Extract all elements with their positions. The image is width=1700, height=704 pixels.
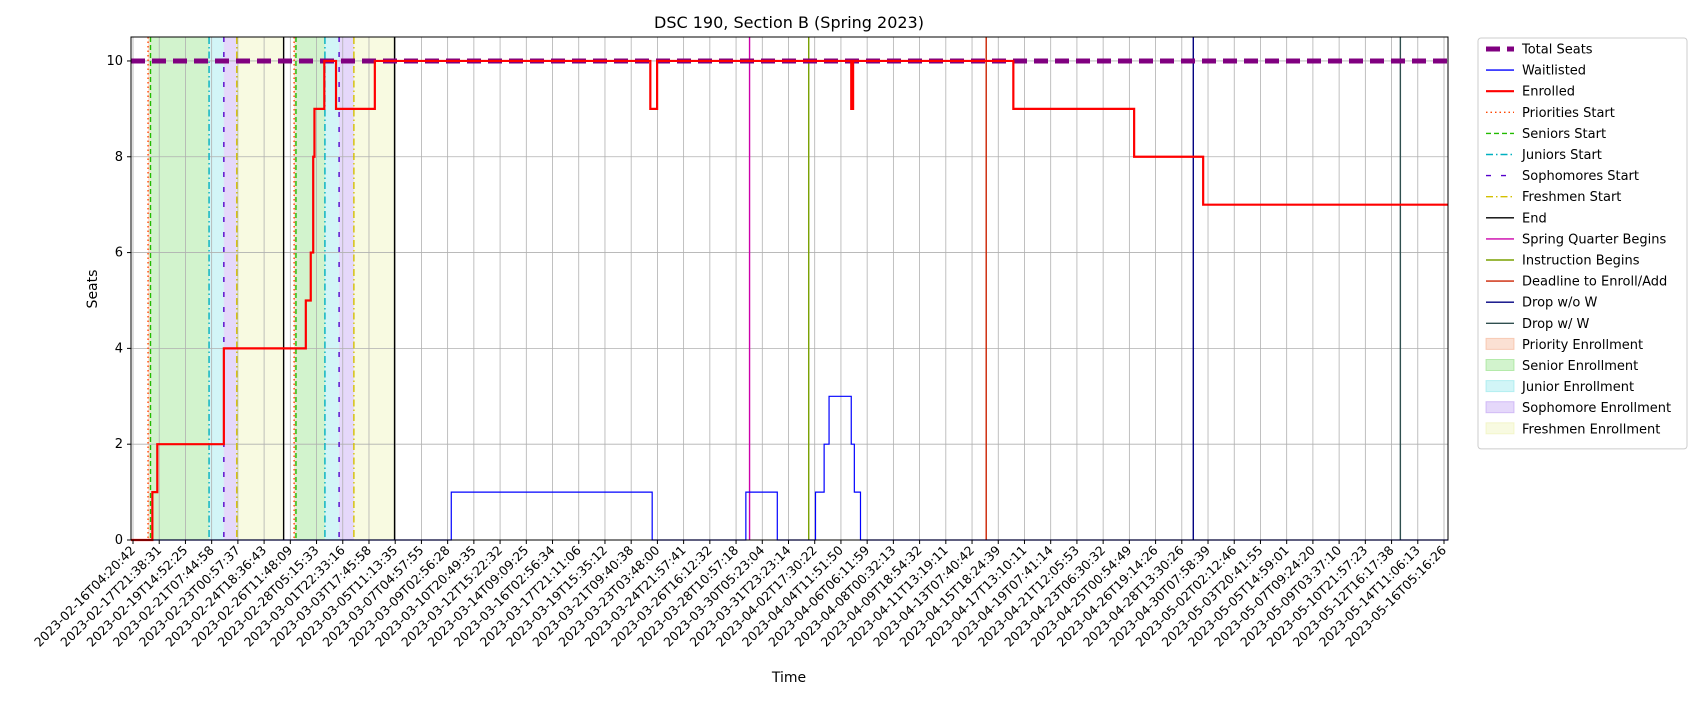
phase-band (209, 37, 224, 540)
legend-label: Priority Enrollment (1522, 338, 1643, 353)
legend-label: Waitlisted (1522, 64, 1586, 79)
legend-label: Enrolled (1522, 85, 1575, 100)
y-tick-label: 6 (115, 246, 123, 261)
legend-swatch (1485, 359, 1515, 371)
legend-swatch (1485, 422, 1515, 435)
y-tick-label: 4 (115, 341, 123, 356)
series-line (131, 395, 1448, 541)
legend-swatch (1485, 401, 1515, 414)
y-tick-label: 0 (115, 533, 123, 548)
phase-band (324, 37, 340, 540)
y-axis: 0 2 4 6 8 10 (106, 54, 131, 548)
series-line (131, 59, 1448, 542)
legend-label: Instruction Begins (1522, 254, 1640, 269)
legend-label: End (1522, 211, 1547, 226)
legend-label: Freshmen Enrollment (1522, 422, 1660, 437)
plot-frame (130, 36, 1449, 541)
legend-label: Deadline to Enroll/Add (1522, 275, 1667, 290)
x-axis: 2023-02-16T04:20:422023-02-17T21:38:3120… (31, 540, 1449, 650)
y-tick-label: 2 (115, 437, 123, 452)
phase-band (150, 37, 210, 540)
legend-label: Junior Enrollment (1521, 380, 1634, 395)
y-axis-label: Seats (85, 270, 101, 309)
legend-label: Drop w/o W (1522, 296, 1598, 311)
phase-band (353, 37, 395, 540)
legend-label: Seniors Start (1522, 127, 1606, 142)
phase-band (339, 37, 354, 540)
legend-label: Total Seats (1521, 43, 1593, 58)
legend-swatch (1485, 337, 1515, 350)
chart-title: DSC 190, Section B (Spring 2023) (654, 13, 924, 32)
phase-band (223, 37, 237, 540)
legend: Total Seats Waitlisted Enrolled Priorities … (1477, 37, 1688, 450)
legend-swatch (1485, 380, 1515, 393)
phase-bands (148, 37, 395, 540)
legend-label: Juniors Start (1521, 148, 1602, 163)
legend-box (1477, 37, 1688, 450)
y-tick-label: 10 (106, 54, 123, 69)
phase-band (236, 37, 284, 540)
legend-label: Sophomores Start (1522, 169, 1639, 184)
phase-band (294, 37, 296, 540)
y-tick-label: 8 (115, 150, 123, 165)
legend-label: Sophomore Enrollment (1522, 401, 1671, 416)
legend-label: Drop w/ W (1522, 317, 1590, 332)
x-axis-label: Time (771, 670, 806, 686)
event-lines (147, 37, 1402, 540)
legend-label: Priorities Start (1522, 106, 1615, 121)
legend-label: Senior Enrollment (1522, 359, 1638, 374)
legend-label: Spring Quarter Begins (1522, 232, 1666, 247)
data-series (131, 58, 1448, 542)
legend-label: Freshmen Start (1522, 190, 1621, 205)
phase-band (148, 37, 151, 540)
